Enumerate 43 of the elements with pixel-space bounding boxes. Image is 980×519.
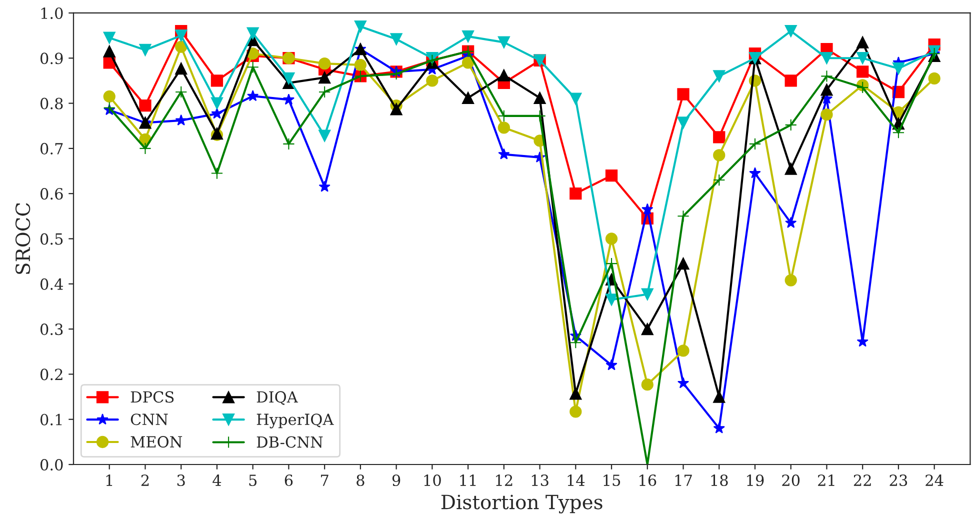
legend-label: DB-CNN — [256, 436, 323, 448]
x-tick-label: 23 — [890, 474, 908, 486]
x-tick-label: 10 — [424, 474, 441, 486]
x-tick-label: 22 — [854, 474, 871, 486]
x-tick-label: 1 — [106, 474, 112, 486]
legend-label: MEON — [130, 436, 182, 448]
y-tick-label: 0.2 — [40, 368, 62, 380]
y-tick-label: 0.0 — [40, 458, 63, 471]
x-tick-label: 7 — [321, 474, 328, 486]
x-tick-label: 9 — [392, 474, 400, 486]
x-axis-title: Distortion Types — [441, 494, 602, 514]
y-tick-label: 0.4 — [40, 278, 64, 290]
y-axis-title: SROCC — [15, 203, 30, 274]
x-tick-label: 5 — [249, 474, 257, 486]
y-tick-label: 1.0 — [41, 7, 63, 19]
legend-label: DPCS — [130, 391, 174, 403]
x-tick-label: 3 — [177, 474, 185, 486]
x-tick-label: 17 — [675, 474, 692, 486]
legend-label: CNN — [130, 414, 168, 426]
y-tick-label: 0.5 — [40, 233, 63, 245]
x-tick-label: 16 — [640, 474, 656, 486]
y-tick-label: 0.8 — [40, 98, 63, 110]
x-tick-label: 18 — [711, 474, 728, 486]
x-tick-label: 2 — [141, 474, 149, 486]
x-tick-label: 24 — [926, 474, 944, 486]
x-tick-label: 8 — [356, 474, 364, 486]
x-tick-label: 19 — [747, 474, 764, 486]
x-tick-label: 20 — [782, 474, 800, 486]
y-tick-label: 0.6 — [40, 188, 63, 200]
y-tick-label: 0.7 — [40, 142, 63, 154]
x-tick-label: 13 — [532, 474, 548, 486]
legend-label: HyperIQA — [256, 414, 334, 428]
x-tick-label: 11 — [460, 474, 476, 486]
x-tick-label: 15 — [604, 474, 620, 486]
y-tick-label: 0.9 — [40, 52, 63, 64]
legend-label: DIQA — [256, 391, 298, 405]
y-tick-label: 0.3 — [40, 324, 63, 336]
x-tick-label: 12 — [496, 474, 512, 486]
y-tick-label: 0.1 — [40, 414, 62, 426]
x-tick-label: 4 — [212, 474, 222, 486]
x-tick-label: 6 — [284, 474, 293, 486]
x-tick-label: 14 — [568, 474, 585, 486]
x-tick-label: 21 — [818, 474, 834, 486]
